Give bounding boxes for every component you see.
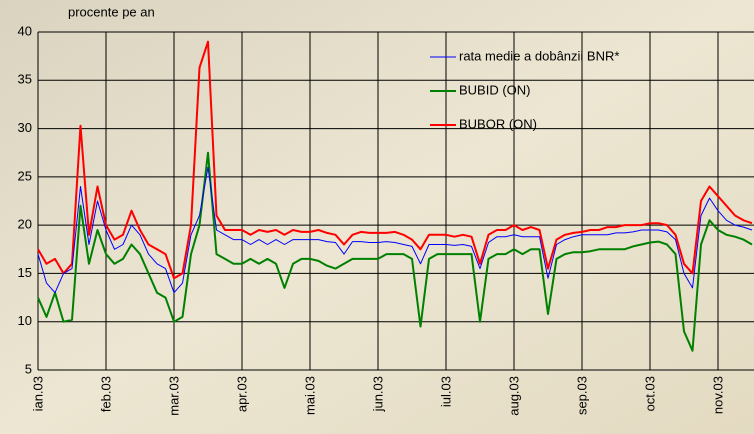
x-tick-label: aug.03: [506, 376, 521, 416]
x-tick-label: feb.03: [98, 376, 113, 412]
legend-label: BUBID (ON): [459, 82, 531, 97]
y-tick-label: 5: [25, 361, 32, 376]
x-tick-label: oct.03: [642, 376, 657, 411]
y-tick-label: 10: [18, 313, 32, 328]
x-tick-label: iul.03: [438, 376, 453, 407]
y-tick-label: 20: [18, 217, 32, 232]
x-tick-label: nov.03: [710, 376, 725, 414]
background: [0, 0, 754, 434]
x-tick-label: ian.03: [30, 376, 45, 411]
x-tick-label: mar.03: [166, 376, 181, 416]
x-tick-label: mai.03: [302, 376, 317, 415]
x-tick-label: apr.03: [234, 376, 249, 412]
y-tick-label: 15: [18, 265, 32, 280]
legend-label: BUBOR (ON): [459, 116, 537, 131]
chart: procente pe an 5 10 15 20 25 30 35 40 ian.03 feb.…: [0, 0, 754, 434]
y-tick-label: 35: [18, 72, 32, 87]
x-tick-label: jun.03: [370, 376, 385, 412]
y-tick-label: 30: [18, 120, 32, 135]
legend-label: rata medie a dobânzii BNR*: [459, 48, 619, 63]
x-tick-label: sep.03: [574, 376, 589, 415]
y-tick-label: 25: [18, 168, 32, 183]
y-tick-label: 40: [18, 23, 32, 38]
chart-title: procente pe an: [68, 4, 155, 19]
